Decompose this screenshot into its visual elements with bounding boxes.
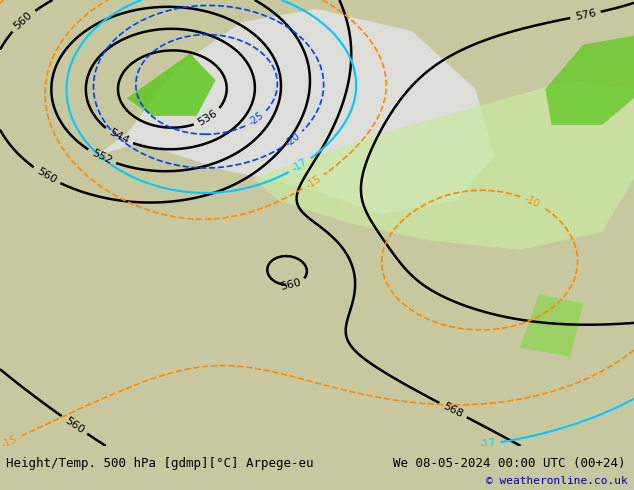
Text: -15: -15: [304, 173, 323, 191]
Text: -17: -17: [479, 438, 496, 450]
Text: 560: 560: [279, 277, 302, 292]
Text: Height/Temp. 500 hPa [gdmp][°C] Arpege-eu: Height/Temp. 500 hPa [gdmp][°C] Arpege-e…: [6, 457, 314, 470]
Polygon shape: [545, 36, 634, 125]
Text: -20: -20: [283, 131, 302, 148]
Text: We 08-05-2024 00:00 UTC (00+24): We 08-05-2024 00:00 UTC (00+24): [393, 457, 626, 470]
Text: 576: 576: [574, 8, 597, 22]
Text: 536: 536: [197, 108, 219, 128]
Text: 544: 544: [107, 127, 131, 147]
Text: © weatheronline.co.uk: © weatheronline.co.uk: [486, 476, 628, 486]
Text: 552: 552: [90, 148, 113, 166]
Polygon shape: [254, 80, 634, 250]
Polygon shape: [520, 294, 583, 357]
Polygon shape: [95, 9, 495, 214]
Text: -25: -25: [247, 111, 266, 128]
Text: -10: -10: [523, 194, 541, 209]
Text: -17: -17: [290, 157, 309, 174]
Text: -15: -15: [0, 434, 19, 449]
Text: 560: 560: [35, 166, 58, 185]
Text: 560: 560: [63, 415, 86, 435]
Text: 560: 560: [12, 10, 34, 31]
Text: 568: 568: [441, 401, 465, 419]
Polygon shape: [127, 53, 216, 116]
